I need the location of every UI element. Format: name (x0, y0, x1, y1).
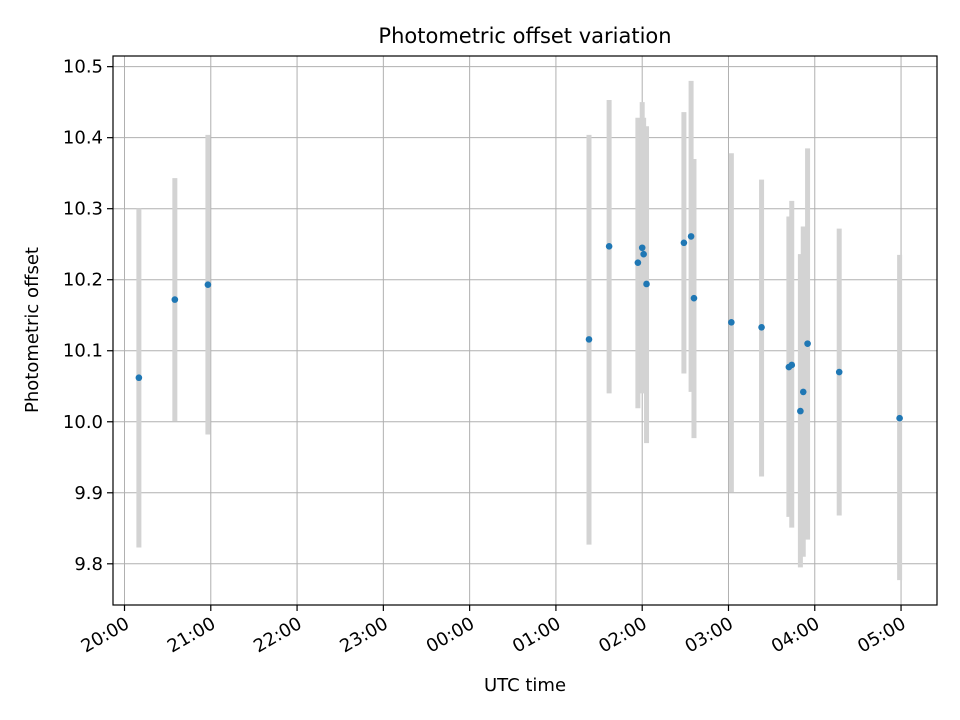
data-point (687, 233, 695, 240)
plot-area-frame (112, 55, 938, 606)
x-tick-label: 05:00 (854, 613, 909, 657)
data-point (680, 239, 688, 247)
x-tick-label: 00:00 (423, 613, 478, 657)
x-tick-label: 04:00 (768, 613, 823, 657)
data-point (638, 244, 646, 252)
x-tick-label: 01:00 (509, 613, 564, 657)
data-points (135, 233, 903, 422)
y-tick-label: 9.9 (74, 483, 103, 504)
chart-title: Photometric offset variation (378, 24, 671, 48)
data-point (605, 243, 613, 250)
y-tick-label: 10.2 (63, 270, 103, 291)
data-point (690, 294, 698, 302)
data-point (585, 336, 593, 343)
y-axis-label: Photometric offset (22, 247, 43, 413)
x-tick-label: 02:00 (595, 613, 650, 657)
y-tick-label: 10.5 (63, 57, 103, 78)
y-axis-ticks: 9.8 9.9 10.0 10.1 10.2 10.3 10.4 10.5 (63, 57, 113, 575)
x-tick-label: 20:00 (78, 613, 133, 657)
y-tick-label: 10.1 (63, 341, 103, 362)
data-point (634, 259, 642, 266)
x-axis-ticks: 20:00 21:00 22:00 23:00 00:00 01:00 02:00 03:00… (78, 605, 910, 657)
data-point (204, 281, 212, 288)
data-point (799, 388, 807, 396)
data-point (835, 368, 843, 376)
data-point (643, 280, 650, 288)
y-tick-label: 9.8 (74, 554, 103, 575)
data-point (640, 250, 647, 258)
x-tick-label: 03:00 (682, 613, 737, 657)
data-point (896, 414, 903, 422)
x-tick-label: 22:00 (250, 613, 305, 657)
grid-lines (113, 56, 937, 605)
y-tick-label: 10.4 (63, 128, 103, 149)
data-point (797, 407, 804, 415)
x-tick-label: 23:00 (336, 613, 391, 657)
data-point (171, 296, 179, 303)
data-point (788, 361, 796, 369)
x-axis-label: UTC time (484, 675, 566, 696)
data-point (804, 340, 811, 347)
y-tick-label: 10.0 (63, 412, 103, 433)
error-bars (136, 80, 903, 581)
x-tick-label: 21:00 (164, 613, 219, 657)
data-point (758, 324, 765, 331)
data-point (728, 319, 735, 326)
y-tick-label: 10.3 (63, 199, 103, 220)
data-point (135, 374, 143, 382)
